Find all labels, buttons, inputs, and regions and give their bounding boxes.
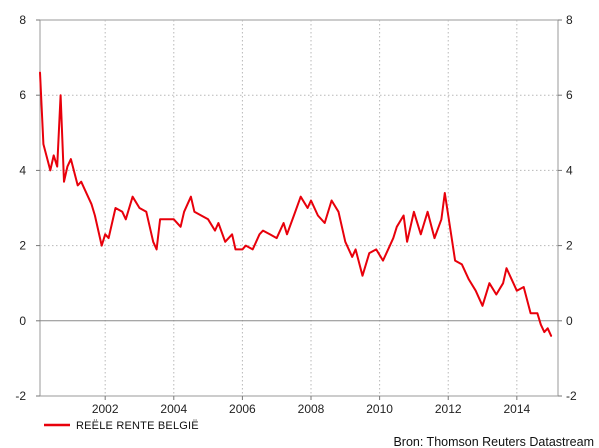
y-tick-label-right: -2	[566, 389, 577, 403]
x-tick-label: 2012	[435, 402, 462, 416]
plot-frame	[39, 19, 559, 397]
x-axis: 2002 2004 2006 2008 2010 2012 2014	[92, 396, 531, 416]
y-tick-label-left: 0	[19, 314, 26, 328]
x-tick-label: 2014	[503, 402, 530, 416]
y-tick-label-left: 2	[19, 239, 26, 253]
x-tick-label: 2002	[92, 402, 119, 416]
y-tick-label-left: -2	[15, 389, 26, 403]
series-group	[39, 71, 553, 337]
x-tick-label: 2010	[366, 402, 393, 416]
y-tick-label-left: 8	[19, 13, 26, 27]
y-axis-right: -2 0 2 4 6 8	[558, 13, 577, 403]
x-tick-label: 2008	[298, 402, 325, 416]
y-axis-left: -2 0 2 4 6 8	[15, 13, 40, 403]
source-note: Bron: Thomson Reuters Datastream	[393, 435, 594, 448]
series-line	[39, 71, 553, 337]
y-tick-label-right: 4	[566, 163, 573, 177]
y-tick-label-right: 2	[566, 239, 573, 253]
y-tick-label-left: 4	[19, 163, 26, 177]
y-tick-label-right: 6	[566, 88, 573, 102]
y-tick-label-right: 8	[566, 13, 573, 27]
x-tick-label: 2006	[229, 402, 256, 416]
legend-label: REËLE RENTE BELGIË	[76, 420, 199, 432]
y-tick-label-left: 6	[19, 88, 26, 102]
gridlines	[40, 20, 558, 396]
x-tick-label: 2004	[160, 402, 187, 416]
legend: REËLE RENTE BELGIË	[44, 420, 199, 432]
y-tick-label-right: 0	[566, 314, 573, 328]
